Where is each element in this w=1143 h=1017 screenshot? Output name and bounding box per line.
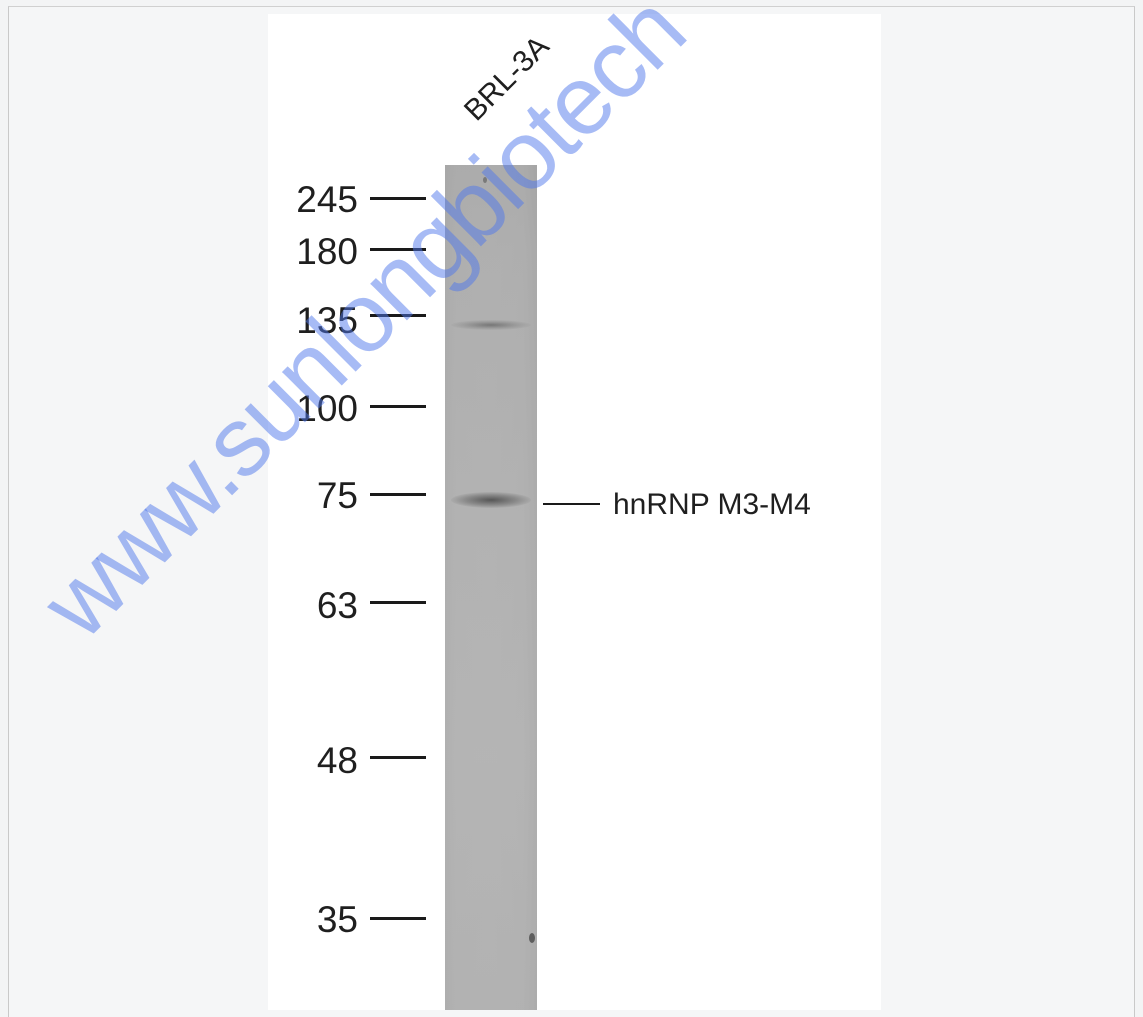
- marker-tick: [370, 197, 426, 200]
- band-135kda: [451, 320, 531, 330]
- marker-label: 48: [316, 740, 358, 781]
- target-protein-label: hnRNP M3-M4: [613, 488, 811, 521]
- marker-tick: [370, 405, 426, 408]
- blot-lane: [445, 165, 537, 1010]
- marker-label: 100: [296, 388, 358, 429]
- marker-tick: [370, 601, 426, 604]
- lane-speck: [483, 177, 487, 183]
- marker-tick: [370, 493, 426, 496]
- marker-tick: [370, 314, 426, 317]
- marker-tick: [370, 756, 426, 759]
- marker-label: 35: [316, 899, 358, 940]
- target-pointer-line: [543, 503, 600, 505]
- marker-label: 75: [316, 475, 358, 516]
- marker-label: 63: [316, 585, 358, 626]
- western-blot-panel: [268, 14, 881, 1010]
- marker-tick: [370, 917, 426, 920]
- lane-gradient: [445, 165, 537, 1010]
- marker-label: 135: [296, 300, 358, 341]
- band-target-75kda: [451, 492, 531, 508]
- marker-tick: [370, 248, 426, 251]
- marker-label: 180: [296, 231, 358, 272]
- marker-label: 245: [296, 179, 358, 220]
- lane-speck: [529, 933, 535, 943]
